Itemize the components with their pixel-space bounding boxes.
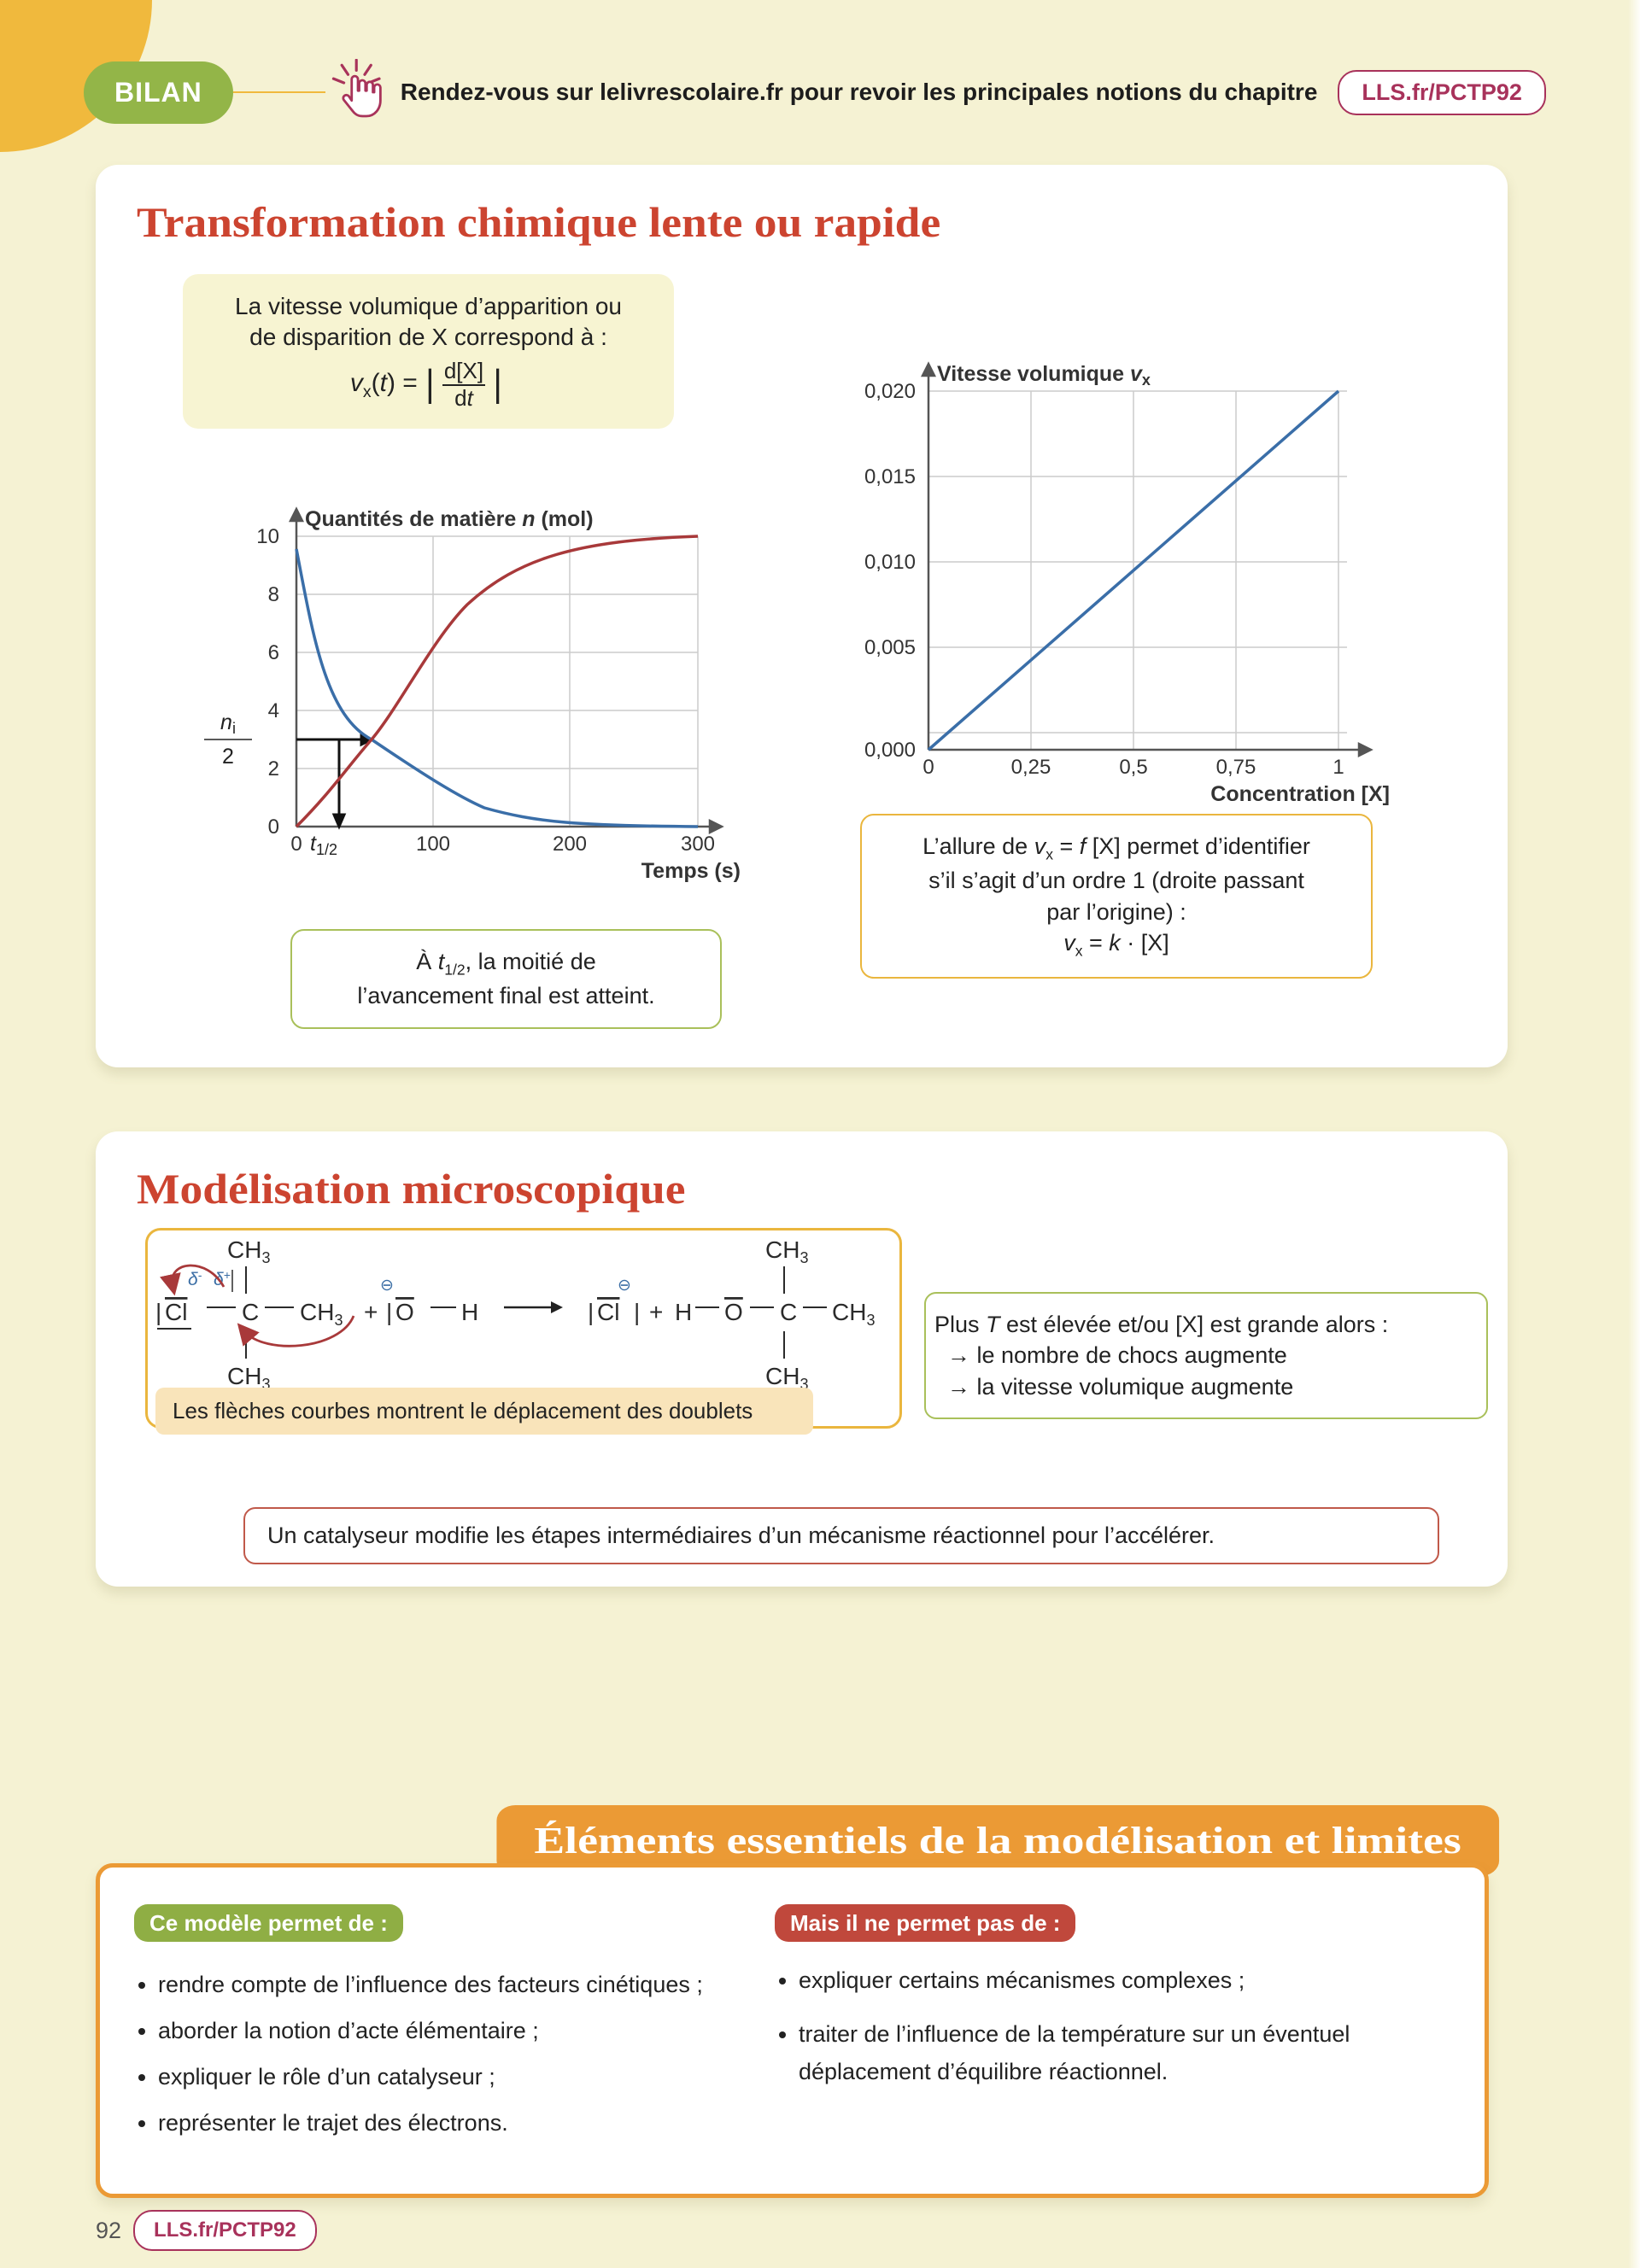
svg-text:O: O: [395, 1299, 414, 1325]
svg-text:CH3: CH3: [765, 1236, 808, 1266]
svg-text:0: 0: [268, 815, 279, 839]
svg-text:6: 6: [268, 641, 279, 664]
svg-text:Cl: Cl: [165, 1299, 187, 1325]
svg-text:H: H: [461, 1299, 478, 1325]
svg-text:|: |: [588, 1299, 594, 1325]
svg-text:Vitesse volumique vx: Vitesse volumique vx: [937, 362, 1151, 389]
svg-text:|: |: [386, 1299, 392, 1325]
svg-text:0,000: 0,000: [864, 739, 916, 762]
svg-text:Temps (s): Temps (s): [641, 859, 741, 883]
svg-text:4: 4: [268, 699, 279, 722]
svg-text:⊖: ⊖: [380, 1277, 394, 1295]
svg-text:Cl: Cl: [597, 1299, 619, 1325]
svg-text:|: |: [634, 1299, 640, 1325]
svg-text:C: C: [780, 1299, 797, 1325]
svg-text:200: 200: [553, 833, 587, 856]
svg-text:8: 8: [268, 583, 279, 606]
svg-text:0,010: 0,010: [864, 551, 916, 574]
svg-text:0: 0: [922, 756, 934, 779]
svg-text:δ-: δ-: [188, 1268, 202, 1289]
svg-text:CH3: CH3: [227, 1236, 270, 1266]
svg-text:C: C: [242, 1299, 259, 1325]
svg-text:100: 100: [416, 833, 450, 856]
svg-text:Concentration [X]: Concentration [X]: [1210, 782, 1390, 806]
svg-text:+: +: [364, 1299, 378, 1325]
svg-text:|: |: [155, 1299, 161, 1325]
svg-text:10: 10: [256, 525, 279, 548]
svg-text:H: H: [675, 1299, 692, 1325]
svg-text:⊖: ⊖: [618, 1277, 631, 1295]
svg-text:Quantités de matière n (mol): Quantités de matière n (mol): [305, 507, 594, 531]
svg-text:δ+: δ+: [214, 1268, 231, 1289]
svg-text:0,25: 0,25: [1011, 756, 1051, 779]
svg-text:1: 1: [1332, 756, 1344, 779]
svg-text:0,005: 0,005: [864, 636, 916, 659]
svg-text:0,5: 0,5: [1119, 756, 1147, 779]
svg-text:CH3: CH3: [300, 1299, 343, 1329]
svg-text:0,015: 0,015: [864, 465, 916, 488]
svg-text:CH3: CH3: [832, 1299, 875, 1329]
svg-text:t1/2: t1/2: [310, 832, 337, 858]
svg-text:0: 0: [290, 833, 302, 856]
svg-text:0,020: 0,020: [864, 380, 916, 403]
svg-text:+: +: [649, 1299, 663, 1325]
svg-text:2: 2: [268, 757, 279, 780]
svg-text:2: 2: [222, 745, 234, 769]
svg-text:0,75: 0,75: [1216, 756, 1256, 779]
svg-text:ni: ni: [220, 710, 236, 737]
svg-text:O: O: [724, 1299, 743, 1325]
svg-text:300: 300: [681, 833, 715, 856]
